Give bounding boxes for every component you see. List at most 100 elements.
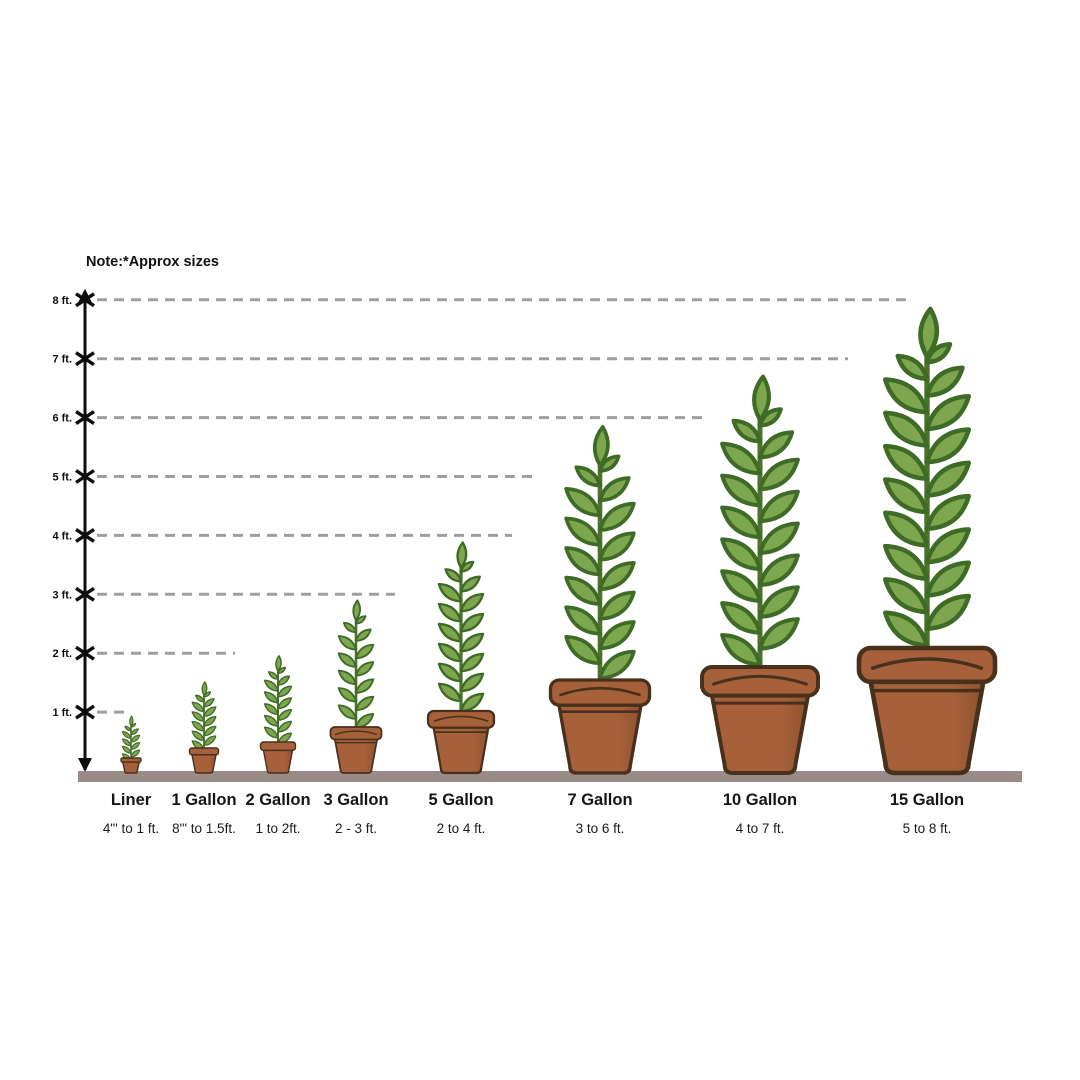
size-range-label: 4"' to 1 ft. xyxy=(102,821,160,836)
pot-opening-line xyxy=(711,674,809,686)
size-range-label: 5 to 8 ft. xyxy=(902,821,952,836)
pot-rim xyxy=(700,665,820,698)
pot-opening-line xyxy=(334,730,378,736)
pot-body xyxy=(556,700,644,775)
plant-leaf xyxy=(355,678,375,694)
plant-leaf xyxy=(355,713,375,729)
plant-leaf xyxy=(459,692,485,713)
size-range-label: 4 to 7 ft. xyxy=(735,821,785,836)
plant-leaf xyxy=(731,418,763,444)
plant-leaf xyxy=(275,655,282,672)
plant-leaf xyxy=(277,675,291,686)
plant-leaf xyxy=(263,726,279,739)
category-label: 7 Gallon xyxy=(567,791,633,809)
pot-rim xyxy=(426,709,496,729)
plant-leaf xyxy=(121,745,132,754)
y-axis xyxy=(78,288,92,772)
plant-leaf xyxy=(337,669,357,686)
pot-body xyxy=(432,724,490,775)
plant-leaf xyxy=(564,516,602,547)
plant-leaf xyxy=(355,643,375,660)
plant-leaf xyxy=(337,704,357,720)
pot-body xyxy=(262,748,294,774)
plant-leaf xyxy=(277,666,287,674)
plant-leaf xyxy=(337,635,357,651)
plant-leaf xyxy=(459,592,485,613)
plant-leaf xyxy=(437,602,463,623)
plant-leaf xyxy=(437,582,463,603)
plant-leaf xyxy=(277,720,293,733)
size-range-label: 1 to 2ft. xyxy=(255,821,301,836)
category-label: 2 Gallon xyxy=(245,791,311,809)
plant-leaf xyxy=(720,473,763,508)
category-label: 3 Gallon xyxy=(323,791,389,809)
plant-leaf xyxy=(924,527,972,565)
plant-leaf xyxy=(924,393,972,432)
plant-leaf xyxy=(574,465,602,488)
category-label: 5 Gallon xyxy=(428,791,494,809)
pot-body xyxy=(867,675,987,776)
plant-leaf xyxy=(130,722,137,728)
tick-label: 4 ft. xyxy=(52,530,72,542)
ground-bar xyxy=(78,771,1022,782)
plant-leaf xyxy=(263,703,279,716)
plant-leaf xyxy=(459,652,485,673)
plant-leaf xyxy=(598,560,636,592)
plant-leaf xyxy=(130,728,139,736)
plant-leaf xyxy=(924,560,972,598)
plant-leaf xyxy=(895,353,930,382)
plant-leaf xyxy=(592,425,610,468)
pot-body xyxy=(333,736,379,774)
plant-leaf xyxy=(195,694,205,703)
pot-body xyxy=(191,753,217,774)
plant-leaf xyxy=(720,505,763,540)
plant-leaf xyxy=(130,742,141,750)
axis-arrow-up xyxy=(78,288,92,303)
plant-liner xyxy=(120,715,142,774)
plant-leaf xyxy=(720,537,763,572)
pot-body xyxy=(709,689,811,775)
plant-leaf xyxy=(720,441,763,476)
pot-rim xyxy=(548,678,652,707)
axis-arrow-down xyxy=(78,758,92,772)
plant-leaf xyxy=(130,734,141,743)
plant-leaf xyxy=(564,605,602,636)
size-range-label: 2 to 4 ft. xyxy=(436,821,486,836)
plant-leaf xyxy=(121,731,132,739)
plant-leaf xyxy=(598,454,621,473)
plant-leaf xyxy=(130,749,141,758)
plant-leaf xyxy=(598,531,636,562)
plant-leaf xyxy=(564,575,602,606)
plant-leaf xyxy=(459,612,485,633)
plant-leaf xyxy=(203,698,215,708)
plant-leaf xyxy=(598,501,636,532)
plant-leaf xyxy=(355,695,375,712)
plant-leaf xyxy=(277,685,293,698)
plant-leaf xyxy=(444,568,463,583)
category-label: 10 Gallon xyxy=(722,791,798,809)
plant-leaf xyxy=(267,671,279,680)
plant-leaf xyxy=(924,493,972,532)
tick-label: 6 ft. xyxy=(52,413,72,425)
plant-leaf xyxy=(121,738,132,747)
plant-leaf xyxy=(124,725,132,732)
pot-rim xyxy=(329,726,383,741)
pot-opening-line xyxy=(558,686,642,697)
plant-leaf xyxy=(191,701,205,713)
plant-leaf xyxy=(882,610,930,648)
pot-rim xyxy=(120,757,142,763)
plant-leaf xyxy=(459,672,485,693)
plant-leaf xyxy=(277,697,293,710)
plant-leaf xyxy=(337,687,357,703)
plant-leaf xyxy=(924,427,972,465)
plant-leaf xyxy=(882,510,930,548)
plant-leaf xyxy=(924,593,972,631)
plant-leaf xyxy=(437,662,463,683)
plant-leaf xyxy=(752,374,771,422)
plant-leaf xyxy=(203,725,217,737)
category-label: 1 Gallon xyxy=(171,791,237,809)
plant-leaf xyxy=(437,642,463,663)
plant-leaf xyxy=(203,716,217,727)
plant-leaf xyxy=(757,457,800,492)
